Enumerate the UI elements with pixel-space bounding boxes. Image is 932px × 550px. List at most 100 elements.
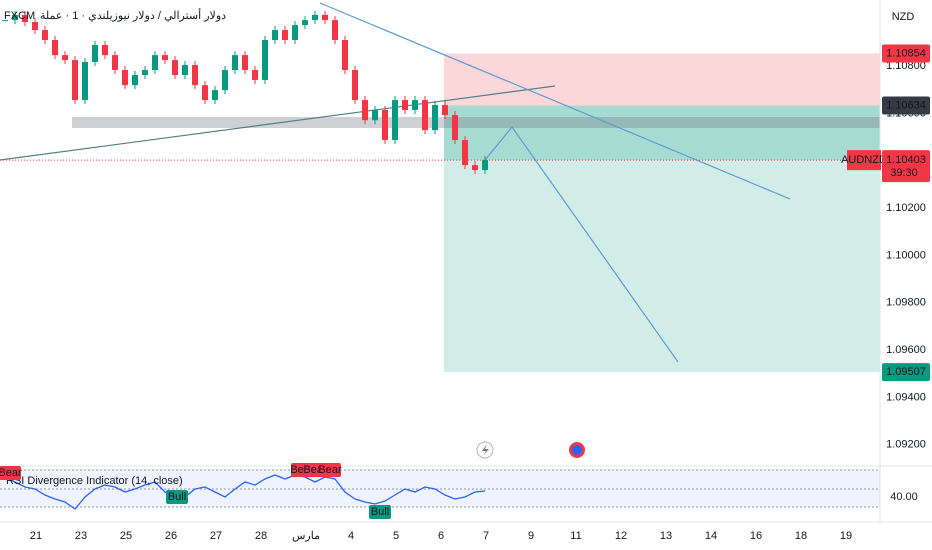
candle <box>222 70 228 91</box>
candle <box>292 25 298 40</box>
target-label: 1.09507 <box>886 366 926 378</box>
x-tick-label: 25 <box>120 530 132 542</box>
signal-label: Bear <box>318 464 342 476</box>
event-icon <box>569 442 585 458</box>
x-tick-label: 23 <box>75 530 87 542</box>
candle <box>412 100 418 110</box>
entry-label-box <box>882 96 930 115</box>
candle <box>92 44 98 62</box>
x-tick-label: 16 <box>750 530 762 542</box>
candle <box>12 14 18 21</box>
x-tick-label: 9 <box>528 530 534 542</box>
target-label-box <box>882 363 930 382</box>
candle <box>362 100 368 121</box>
candle <box>32 21 38 31</box>
x-tick-label: 27 <box>210 530 222 542</box>
signal-label: Bull <box>371 506 389 518</box>
candle <box>312 14 318 21</box>
candle <box>122 70 128 86</box>
x-tick-label: 19 <box>840 530 852 542</box>
candle <box>382 109 388 141</box>
signal-label: Bear <box>0 467 22 479</box>
x-tick-label: 21 <box>30 530 42 542</box>
candle <box>182 65 188 75</box>
y-tick-label: 1.10200 <box>886 202 926 214</box>
x-tick-label: 11 <box>570 530 581 542</box>
y-tick-label: 1.09400 <box>886 391 926 403</box>
indicator-title: RSI Divergence Indicator (14, close) <box>6 475 183 487</box>
y-tick-label: 1.10000 <box>886 249 926 261</box>
last-price-label: 1.10403 <box>886 154 926 166</box>
candle <box>82 61 88 101</box>
x-tick-label: 14 <box>705 530 717 542</box>
candle <box>432 105 438 131</box>
y-tick-label: 1.09800 <box>886 297 926 309</box>
signal-tag <box>0 466 21 480</box>
rsi-tick-label: 40.00 <box>890 491 918 503</box>
candle <box>482 160 488 171</box>
candle <box>252 70 258 80</box>
x-tick-label: 4 <box>348 530 354 542</box>
y-tick-label: 1.10800 <box>886 60 926 72</box>
candle <box>172 60 178 75</box>
target-zone-active <box>444 105 880 161</box>
projection-line <box>484 126 679 363</box>
candle <box>202 85 208 101</box>
candle <box>62 55 68 61</box>
main-pane <box>0 2 880 373</box>
stop-label: 1.10854 <box>886 47 926 59</box>
candle <box>392 100 398 141</box>
candle <box>112 55 118 71</box>
signal-tag <box>319 463 341 477</box>
rsi-line <box>4 474 486 510</box>
candle <box>262 39 268 80</box>
signal-tag <box>369 505 391 519</box>
candle <box>272 30 278 40</box>
candle <box>372 109 378 121</box>
stop-zone <box>444 53 880 106</box>
candle <box>342 39 348 71</box>
entry-label: 1.10634 <box>886 99 926 111</box>
candle <box>452 114 458 141</box>
x-tick-label: 26 <box>165 530 177 542</box>
candle <box>152 55 158 71</box>
x-tick-label: 12 <box>615 530 627 542</box>
candle <box>2 20 8 22</box>
trendline <box>319 2 791 200</box>
x-tick-label: 18 <box>795 530 807 542</box>
support-zone <box>72 117 880 128</box>
candle <box>282 30 288 40</box>
candle <box>462 140 468 166</box>
x-tick-label: 6 <box>438 530 444 542</box>
exchange: FXCM <box>4 10 35 22</box>
y-tick-label: 1.09200 <box>886 439 926 451</box>
last-price-box <box>882 150 930 183</box>
x-tick-label: 28 <box>255 530 267 542</box>
candle <box>212 90 218 101</box>
currency: NZD <box>892 11 915 23</box>
x-tick-label: 13 <box>660 530 672 542</box>
symbol-label-box <box>847 150 881 171</box>
countdown: 39:30 <box>890 167 918 179</box>
candle <box>322 14 328 21</box>
candle <box>42 30 48 40</box>
stop-label-box <box>882 44 930 63</box>
target-zone <box>444 105 880 373</box>
candle <box>52 39 58 56</box>
candle <box>142 70 148 75</box>
signal-label: Bull <box>168 491 186 503</box>
candle <box>302 20 308 26</box>
x-tick-label: مارس <box>292 530 320 542</box>
candle <box>22 14 28 22</box>
candle <box>102 44 108 56</box>
candle <box>242 55 248 71</box>
candle <box>352 70 358 101</box>
symbol-title: دولار أسترالي / دولار نيوزيلندي · 1 · عم… <box>40 8 226 22</box>
candle <box>232 55 238 71</box>
candle <box>72 60 78 101</box>
trendline <box>0 85 556 161</box>
candle <box>192 65 198 86</box>
